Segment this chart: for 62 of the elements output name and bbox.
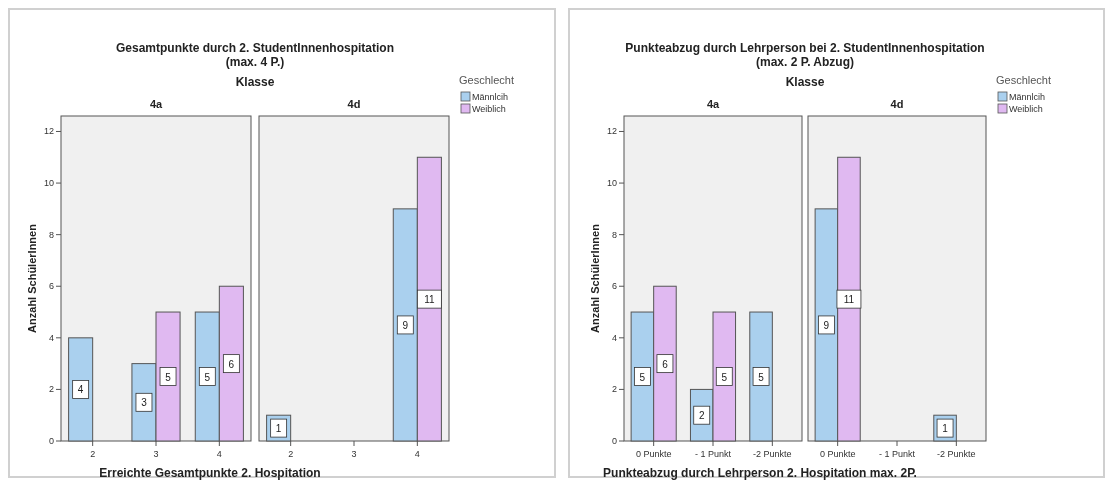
x-tick-label: 3 — [351, 449, 357, 459]
y-tick-label: 4 — [48, 332, 54, 343]
x-tick-label: 4 — [216, 449, 222, 459]
y-tick-label: 2 — [611, 384, 617, 395]
x-tick-label: 0 Punkte — [635, 449, 672, 459]
y-tick-label: 8 — [48, 229, 54, 240]
x-tick-label: -2 Punkte — [937, 449, 976, 459]
data-label: 5 — [165, 371, 172, 383]
text: (max. 4 P.) — [225, 55, 285, 69]
x-tick-label: 2 — [288, 449, 294, 459]
data-label: 6 — [228, 358, 235, 370]
data-label: 5 — [721, 371, 728, 383]
data-label: 5 — [758, 371, 765, 383]
data-label: 11 — [843, 294, 855, 306]
x-axis-title: Erreichte Gesamtpunkte 2. Hospitation — [99, 466, 321, 480]
chart-title: 4a — [149, 98, 163, 110]
data-label: 9 — [402, 319, 409, 331]
data-label: 2 — [698, 410, 705, 422]
x-tick-label: 3 — [153, 449, 159, 459]
chart-title: 4d — [890, 98, 904, 110]
chart-title: 4a — [706, 98, 720, 110]
x-tick-label: 0 Punkte — [819, 449, 856, 459]
x-tick-label: -2 Punkte — [753, 449, 792, 459]
x-tick-label: 2 — [90, 449, 96, 459]
x-tick-label: - 1 Punkt — [878, 449, 916, 459]
y-tick-label: 10 — [43, 178, 54, 189]
x-axis-title: Punkteabzug durch Lehrperson 2. Hospitation max. 2P. — [603, 466, 917, 480]
legend-label: Männlcih — [1009, 92, 1046, 102]
y-tick-label: 10 — [606, 178, 617, 189]
legend-label: Männlcih — [472, 92, 509, 102]
data-label: 11 — [424, 294, 435, 306]
chart-title: 4d — [347, 98, 361, 110]
y-axis-title: Anzahl SchülerInnen — [26, 223, 38, 333]
legend-title: Geschlecht — [459, 74, 515, 86]
y-tick-label: 0 — [48, 436, 54, 446]
data-label: 1 — [275, 423, 282, 435]
x-tick-label: - 1 Punkt — [694, 449, 732, 459]
y-axis-title: Anzahl SchülerInnen — [589, 223, 601, 333]
legend-label: Weiblich — [472, 104, 506, 114]
legend-title: Geschlecht — [996, 74, 1052, 86]
text: (max. 2 P. Abzug) — [755, 55, 855, 69]
text: Gesamtpunkte durch 2. StudentInnenhospitation — [115, 41, 395, 55]
y-tick-label: 12 — [606, 126, 617, 137]
text: Klasse — [235, 75, 275, 89]
data-label: 6 — [662, 358, 669, 370]
data-label: 5 — [204, 371, 211, 383]
y-tick-label: 0 — [611, 436, 617, 446]
y-tick-label: 2 — [48, 384, 54, 395]
data-label: 1 — [942, 423, 949, 435]
y-tick-label: 4 — [611, 332, 617, 343]
text: Klasse — [785, 75, 825, 89]
data-label: 5 — [639, 371, 646, 383]
y-tick-label: 8 — [611, 229, 617, 240]
data-label: 3 — [141, 397, 148, 409]
y-tick-label: 6 — [48, 281, 54, 292]
data-label: 4 — [77, 384, 84, 396]
x-tick-label: 4 — [414, 449, 420, 459]
y-tick-label: 12 — [43, 126, 54, 137]
legend-label: Weiblich — [1009, 104, 1043, 114]
text: Punkteabzug durch Lehrperson bei 2. StudentInnenhospitation — [625, 41, 985, 55]
y-tick-label: 6 — [611, 281, 617, 292]
data-label: 9 — [823, 319, 830, 331]
